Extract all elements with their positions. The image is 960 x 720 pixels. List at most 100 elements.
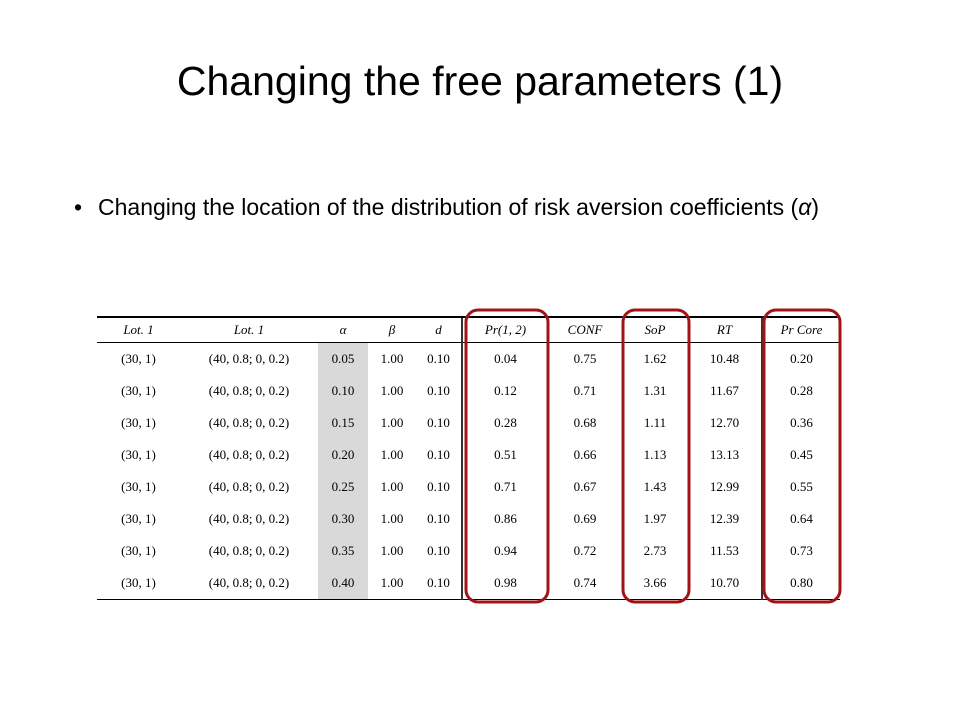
table-cell: 12.99 (709, 479, 740, 494)
table-cell: 0.68 (573, 415, 597, 430)
table-cell: 0.94 (461, 535, 548, 567)
slide-title: Changing the free parameters (1) (176, 58, 784, 104)
table-cell: 0.64 (761, 503, 840, 535)
table-cell: 0.10 (427, 415, 450, 430)
table-cell: (40, 0.8; 0, 0.2) (180, 567, 318, 600)
header-cell: SoP (622, 316, 688, 343)
table-cell: 0.55 (761, 471, 840, 503)
table-row: (30, 1) (40, 0.8; 0, 0.2) 0.05 1.00 0.10 0.04… (97, 342, 840, 375)
table-cell: 1.13 (643, 447, 667, 462)
bullet-text: Changing the location of the distributio… (98, 190, 838, 224)
table-cell: 0.75 (573, 351, 597, 366)
bullet-text-part: ) (811, 194, 819, 220)
table-cell: 0.15 (318, 407, 368, 439)
table-cell: 11.53 (710, 543, 739, 558)
table-cell: (40, 0.8; 0, 0.2) (208, 543, 290, 558)
table-cell: 0.35 (318, 535, 368, 567)
table-cell: (30, 1) (121, 543, 156, 558)
table-cell: 0.73 (761, 535, 840, 567)
table-row: (30, 1) (40, 0.8; 0, 0.2) 0.10 1.00 0.10 0.12… (97, 375, 840, 407)
table-cell: 0.86 (461, 503, 548, 535)
table-cell: 1.31 (643, 383, 667, 398)
table-cell: 13.13 (709, 447, 740, 462)
table-cell: 1.00 (380, 479, 404, 494)
table-cell: 0.25 (318, 471, 368, 503)
table-cell: 1.43 (643, 479, 667, 494)
table-cell: (40, 0.8; 0, 0.2) (208, 447, 290, 462)
table-cell: (30, 1) (121, 511, 156, 526)
header-cell: Lot. 1 (97, 316, 180, 343)
header-cell: Lot. 1 (180, 316, 318, 343)
table-cell: 10.48 (709, 351, 740, 366)
table-cell: 0.51 (461, 439, 548, 471)
header-cell: CONF (548, 316, 622, 343)
table-cell: 12.70 (709, 415, 740, 430)
header-cell: α (318, 316, 368, 343)
table-cell: 1.00 (380, 447, 404, 462)
table-cell: 2.73 (643, 543, 667, 558)
table-cell: 0.71 (461, 471, 548, 503)
table-cell: 0.20 (318, 439, 368, 471)
table-cell: 0.12 (461, 375, 548, 407)
bullet-symbol: α (798, 194, 812, 220)
table-cell: 0.67 (573, 479, 597, 494)
table-cell: (30, 1) (121, 383, 156, 398)
table-cell: 0.10 (416, 567, 462, 600)
table-cell: 0.10 (427, 351, 450, 366)
table-cell: 0.05 (318, 342, 368, 375)
table-cell: 3.66 (622, 567, 688, 600)
table-cell: 0.28 (761, 375, 840, 407)
table-cell: (30, 1) (121, 479, 156, 494)
table-cell: 0.66 (573, 447, 597, 462)
table-row: (30, 1) (40, 0.8; 0, 0.2) 0.30 1.00 0.10 0.86… (97, 503, 840, 535)
header-cell: β (368, 316, 416, 343)
table-cell: 0.98 (461, 567, 548, 600)
table-cell: (40, 0.8; 0, 0.2) (208, 351, 290, 366)
table-cell: 0.71 (573, 383, 597, 398)
table-cell: 0.10 (427, 511, 450, 526)
highlight-ring (762, 308, 842, 604)
highlight-ring (621, 308, 691, 604)
table-cell: 1.00 (368, 567, 416, 600)
table-cell: 0.69 (573, 511, 597, 526)
table-cell: (30, 1) (121, 351, 156, 366)
table-cell: (30, 1) (97, 567, 180, 600)
table-cell: 0.04 (461, 342, 548, 375)
table-cell: 0.72 (573, 543, 597, 558)
table-row: (30, 1) (40, 0.8; 0, 0.2) 0.40 1.00 0.10 0.98… (97, 567, 840, 600)
table-cell: 1.00 (380, 543, 404, 558)
table-cell: 1.00 (380, 511, 404, 526)
table-cell: 1.62 (643, 351, 667, 366)
header-cell: d (416, 316, 462, 343)
header-row: Lot. 1 Lot. 1 α β d Pr(1, 2) CONF SoP RT Pr Core (97, 316, 840, 343)
highlight-ring (464, 308, 550, 604)
table-cell: 0.74 (548, 567, 622, 600)
header-cell: Pr Core (761, 316, 840, 343)
bullet-text-part: Changing the location of the distributio… (98, 194, 799, 220)
table-cell: (40, 0.8; 0, 0.2) (208, 383, 290, 398)
table-cell: (30, 1) (121, 447, 156, 462)
table-cell: 0.10 (318, 375, 368, 407)
table-cell: (40, 0.8; 0, 0.2) (208, 511, 290, 526)
table-cell: 0.45 (761, 439, 840, 471)
table-cell: 0.28 (461, 407, 548, 439)
table-cell: 11.67 (710, 383, 739, 398)
table-row: (30, 1) (40, 0.8; 0, 0.2) 0.25 1.00 0.10 0.71… (97, 471, 840, 503)
header-cell: Pr(1, 2) (461, 316, 548, 343)
table-row: (30, 1) (40, 0.8; 0, 0.2) 0.20 1.00 0.10 0.51… (97, 439, 840, 471)
table-cell: 0.10 (427, 383, 450, 398)
table-cell: (30, 1) (121, 415, 156, 430)
table-cell: 1.00 (380, 351, 404, 366)
table-cell: 0.40 (318, 567, 368, 600)
table-cell: 0.10 (427, 447, 450, 462)
table-cell: (40, 0.8; 0, 0.2) (208, 479, 290, 494)
table-cell: 0.20 (761, 342, 840, 375)
table-cell: 1.00 (380, 415, 404, 430)
table-cell: (40, 0.8; 0, 0.2) (208, 415, 290, 430)
bullet-dot: • (74, 194, 83, 220)
table-cell: 0.10 (427, 543, 450, 558)
table-cell: 12.39 (709, 511, 740, 526)
results-table: Lot. 1 Lot. 1 α β d Pr(1, 2) CONF SoP RT Pr Core(… (97, 316, 840, 600)
table-cell: 1.00 (380, 383, 404, 398)
